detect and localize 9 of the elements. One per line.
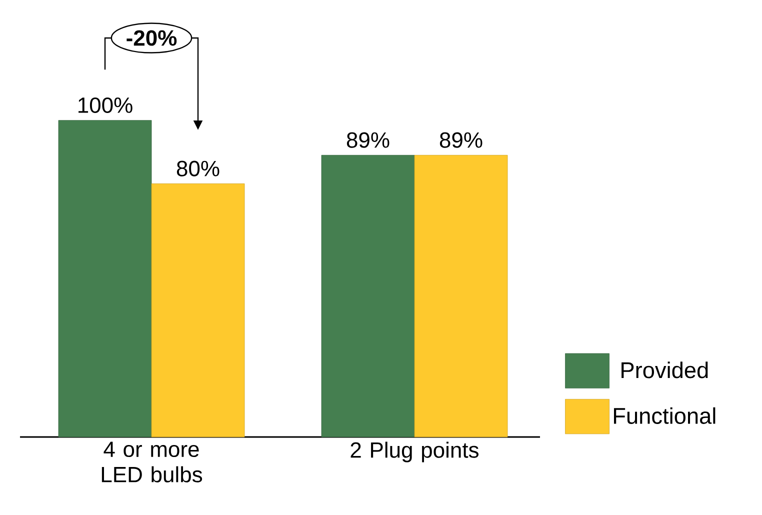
- data-label: 89%: [440, 132, 482, 148]
- legend-label: Functional: [614, 407, 716, 424]
- x-tick-label: 4 or more LED bulbs: [102, 442, 202, 482]
- text: -20%: [126, 30, 177, 46]
- data-label: 80%: [176, 160, 220, 176]
- legend-label: Provided: [622, 362, 708, 378]
- data-label: 100%: [78, 97, 132, 114]
- data-label: 89%: [346, 132, 390, 148]
- x-tick-label: 2 Plug points: [350, 442, 478, 462]
